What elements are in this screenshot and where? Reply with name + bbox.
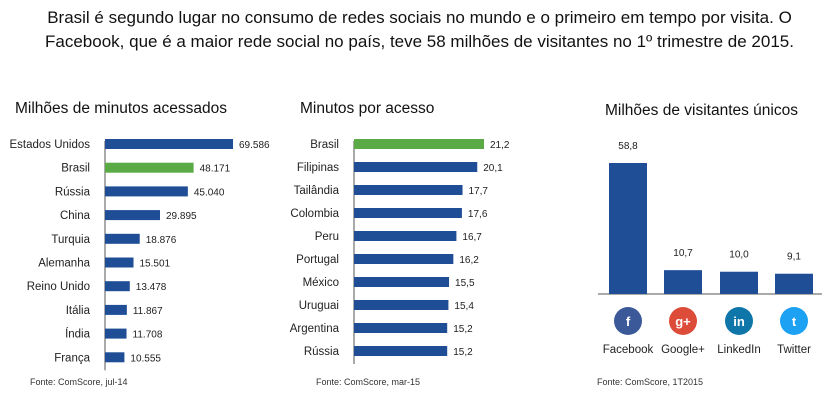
chart-2-title: Minutos por acesso [300, 100, 434, 117]
chart-1-category-label: Reino Unido [27, 281, 90, 293]
linkedin-icon-glyph: in [733, 314, 745, 329]
chart-2-value-label: 16,2 [459, 255, 479, 266]
chart-1-bar [105, 233, 140, 244]
chart-2-bar [354, 231, 457, 241]
chart-1-bar [105, 210, 160, 221]
chart-1-value-label: 10.555 [130, 353, 161, 364]
chart-2-bar [354, 162, 478, 172]
chart-2-bar [354, 139, 484, 149]
chart-1-source: Fonte: ComScore, jul-14 [30, 377, 128, 387]
chart-1-bar [105, 186, 188, 197]
chart-1-bar [105, 162, 194, 173]
chart-1-bar [105, 328, 127, 339]
chart-3-bar [609, 163, 647, 294]
chart-3-value-label: 9,1 [787, 252, 801, 263]
twitter-icon-glyph: t [792, 314, 797, 329]
chart-2-value-label: 15,4 [454, 301, 474, 312]
chart-2-value-label: 17,7 [469, 186, 489, 197]
chart-2-value-label: 15,2 [453, 324, 473, 335]
chart-3-bar [664, 270, 702, 294]
chart-1-category-label: Índia [65, 328, 91, 341]
linkedin-icon [725, 307, 753, 335]
chart-1-category-label: Itália [66, 305, 91, 317]
chart-2-bar [354, 254, 454, 264]
chart-2-value-label: 21,2 [490, 140, 510, 151]
chart-1-bar [105, 304, 127, 315]
chart-2-bar [354, 208, 462, 218]
chart-1-value-label: 15.501 [140, 259, 171, 270]
chart-1-category-label: Estados Unidos [9, 139, 90, 151]
chart-1-value-label: 48.171 [200, 164, 231, 175]
google-plus-icon [669, 307, 697, 335]
chart-1-value-label: 11.708 [133, 330, 163, 341]
chart-3-category-label: LinkedIn [717, 344, 760, 356]
twitter-icon [780, 307, 808, 335]
chart-1-value-label: 45.040 [194, 187, 225, 198]
chart-2-value-label: 15,5 [455, 278, 475, 289]
chart-2-category-label: Tailândia [294, 185, 340, 197]
chart-3-bar [720, 271, 758, 294]
chart-2-category-label: Filipinas [297, 162, 339, 174]
chart-1-bar [105, 139, 233, 149]
chart-2-category-label: México [303, 277, 339, 289]
chart-3-category-label: Facebook [603, 344, 654, 356]
chart-2-category-label: Rússia [304, 346, 340, 358]
chart-1-category-label: Brasil [61, 163, 90, 175]
chart-3-source: Fonte: ComScore, 1T2015 [597, 377, 703, 387]
facebook-icon-glyph: f [626, 314, 631, 329]
chart-3-category-label: Twitter [777, 344, 811, 356]
chart-2-bar [354, 323, 448, 333]
chart-2-bar [354, 346, 448, 356]
google-plus-icon-glyph: g+ [675, 314, 691, 329]
chart-1-bar [105, 257, 134, 268]
chart-1-bar [105, 281, 130, 292]
chart-2-value-label: 17,6 [468, 209, 488, 220]
headline: Brasil é segundo lugar no consumo de red… [45, 8, 794, 51]
chart-3-value-label: 10,7 [673, 248, 693, 259]
chart-1-bar [105, 352, 125, 363]
chart-1-value-label: 11.867 [133, 306, 163, 317]
chart-1-value-label: 69.586 [239, 140, 270, 151]
chart-2-category-label: Portugal [296, 254, 339, 266]
chart-2-value-label: 15,2 [453, 347, 473, 358]
chart-2-category-label: Brasil [310, 139, 339, 151]
chart-3-value-label: 58,8 [618, 141, 638, 152]
chart-1-category-label: França [54, 352, 90, 364]
chart-1-category-label: Turquia [51, 234, 90, 246]
chart-1-value-label: 29.895 [166, 211, 197, 222]
chart-1-category-label: Alemanha [38, 258, 90, 270]
chart-2-value-label: 16,7 [462, 232, 482, 243]
chart-2-category-label: Peru [315, 231, 339, 243]
facebook-icon [614, 307, 642, 335]
chart-3-value-label: 10,0 [729, 250, 749, 261]
chart-1-category-label: Rússia [55, 186, 91, 198]
chart-1-value-label: 13.478 [136, 282, 167, 293]
chart-2-bar [354, 300, 449, 310]
chart-3-category-label: Google+ [661, 344, 705, 356]
chart-3-bar [775, 273, 813, 294]
chart-2-value-label: 20,1 [483, 163, 503, 174]
chart-2-source: Fonte: ComScore, mar-15 [316, 377, 420, 387]
chart-1-value-label: 18.876 [146, 235, 177, 246]
chart-2-category-label: Argentina [290, 323, 340, 335]
chart-2-category-label: Colombia [290, 208, 339, 220]
chart-2-bar [354, 277, 450, 287]
chart-2-bar [354, 185, 463, 195]
chart-1-title: Milhões de minutos acessados [15, 100, 227, 117]
chart-1-category-label: China [60, 210, 91, 222]
chart-2-category-label: Uruguai [299, 300, 339, 312]
chart-3-title: Milhões de visitantes únicos [605, 102, 798, 119]
